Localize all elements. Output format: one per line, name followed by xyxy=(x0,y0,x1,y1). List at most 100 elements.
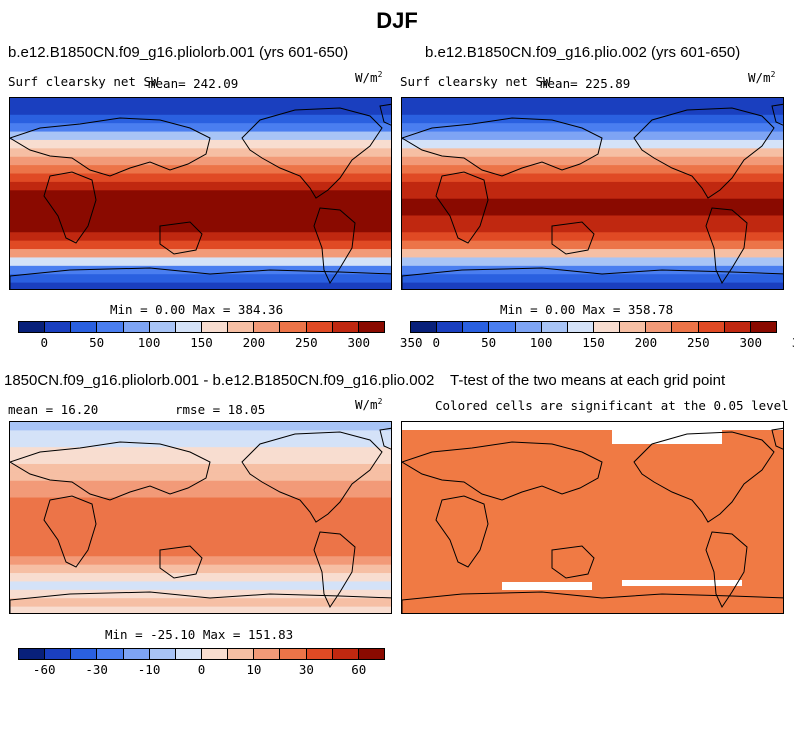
field-band xyxy=(10,581,391,591)
field-band xyxy=(10,198,391,209)
coastline-greenland xyxy=(771,103,783,126)
panel3-minmax: Min = -25.10 Max = 151.83 xyxy=(105,627,294,642)
colorbar-swatch xyxy=(515,322,542,332)
coastline-africa xyxy=(435,171,489,244)
field-band xyxy=(402,223,783,234)
field-band xyxy=(402,165,783,175)
colorbar-swatch xyxy=(71,322,98,332)
field-band xyxy=(10,257,391,267)
field-band xyxy=(10,489,391,499)
panel3-title: 1850CN.f09_g16.pliolorb.001 - b.e12.B185… xyxy=(4,372,435,389)
panel2-variable: Surf clearsky net SW xyxy=(400,74,551,89)
coastline-south-america xyxy=(313,531,356,609)
coastline-africa xyxy=(43,495,97,568)
panel1-colorbar xyxy=(18,321,385,333)
field-band xyxy=(10,98,391,108)
field-band xyxy=(402,98,783,108)
panel2-minmax: Min = 0.00 Max = 358.78 xyxy=(500,302,674,317)
field-band xyxy=(10,531,391,541)
coastline-north-america xyxy=(633,107,775,199)
panel3-field xyxy=(10,422,391,613)
coastline-greenland xyxy=(379,427,391,450)
panel2-units: W/m2 xyxy=(748,70,776,86)
field-band xyxy=(10,114,391,125)
field-band xyxy=(10,190,391,200)
coastline-south-america xyxy=(313,207,356,285)
panel3-units: W/m2 xyxy=(355,397,383,413)
field-band xyxy=(402,282,783,289)
coastline-australia xyxy=(551,221,595,255)
colorbar-tick-label: 250 xyxy=(687,335,710,350)
panel1-mean: mean= 242.09 xyxy=(148,76,239,91)
colorbar-swatch xyxy=(123,649,150,659)
field-band xyxy=(402,249,783,259)
field-band xyxy=(10,447,391,457)
panel4-subtitle: Colored cells are significant at the 0.0… xyxy=(435,398,789,413)
coastline-australia xyxy=(551,545,595,579)
coastline-greenland xyxy=(771,427,783,450)
colorbar-swatch xyxy=(97,322,124,332)
colorbar-swatch xyxy=(149,322,176,332)
field-band xyxy=(402,106,783,116)
coastline-greenland xyxy=(379,103,391,126)
nonsignificant-cells xyxy=(402,422,783,430)
colorbar-swatch xyxy=(358,649,384,659)
field-band xyxy=(10,181,391,192)
colorbar-tick-label: 100 xyxy=(137,335,161,350)
field-band xyxy=(10,514,391,524)
colorbar-tick-label: 350 xyxy=(399,335,423,350)
panel3-mean: mean = 16.20 xyxy=(8,402,99,417)
colorbar-swatch xyxy=(201,322,229,332)
coastline-europe-asia xyxy=(402,117,603,177)
field-band xyxy=(10,148,391,158)
colorbar-swatch xyxy=(541,322,568,332)
colorbar-swatch xyxy=(463,322,490,332)
field-band xyxy=(402,148,783,158)
field-band xyxy=(402,207,783,217)
colorbar-swatch xyxy=(437,322,464,332)
field-band xyxy=(10,564,391,575)
panel1-minmax: Min = 0.00 Max = 384.36 xyxy=(110,302,284,317)
colorbar-swatch xyxy=(254,322,281,332)
field-band xyxy=(10,249,391,259)
panel3-colorbar xyxy=(18,648,385,660)
field-band xyxy=(10,505,391,516)
colorbar-tick-label: 300 xyxy=(739,335,763,350)
field-band xyxy=(402,265,783,276)
colorbar-tick-label: -10 xyxy=(137,662,161,677)
field-band xyxy=(10,606,391,613)
field-band xyxy=(402,181,783,192)
colorbar-swatch xyxy=(45,322,72,332)
coastline-antarctica xyxy=(402,591,783,613)
field-band xyxy=(10,207,391,217)
colorbar-tick-label: 150 xyxy=(582,335,605,350)
colorbar-tick-label: 100 xyxy=(529,335,553,350)
colorbar-swatch xyxy=(672,322,699,332)
field-band xyxy=(402,114,783,125)
panel3-rmse: rmse = 18.05 xyxy=(175,402,266,417)
colorbar-tick-label: 350 xyxy=(792,335,794,350)
colorbar-swatch xyxy=(175,322,202,332)
coastline-africa xyxy=(43,171,97,244)
colorbar-tick-label: 60 xyxy=(351,662,367,677)
colorbar-swatch xyxy=(19,649,46,659)
colorbar-tick-label: 50 xyxy=(89,335,105,350)
colorbar-tick-label: 30 xyxy=(298,662,314,677)
field-band xyxy=(402,215,783,225)
field-band xyxy=(10,573,391,583)
field-band xyxy=(10,282,391,289)
field-band xyxy=(10,480,391,491)
colorbar-tick-label: -60 xyxy=(32,662,56,677)
coastline-north-america xyxy=(633,431,775,523)
panel2-map xyxy=(401,97,784,290)
field-band xyxy=(10,589,391,600)
colorbar-swatch xyxy=(358,322,384,332)
panel1-units: W/m2 xyxy=(355,70,383,86)
colorbar-swatch xyxy=(332,649,359,659)
panel2-mean: mean= 225.89 xyxy=(540,76,631,91)
panel2-field xyxy=(402,98,783,289)
colorbar-swatch xyxy=(489,322,516,332)
colorbar-swatch xyxy=(698,322,725,332)
colorbar-tick-label: 0 xyxy=(197,662,206,677)
field-band xyxy=(402,139,783,150)
